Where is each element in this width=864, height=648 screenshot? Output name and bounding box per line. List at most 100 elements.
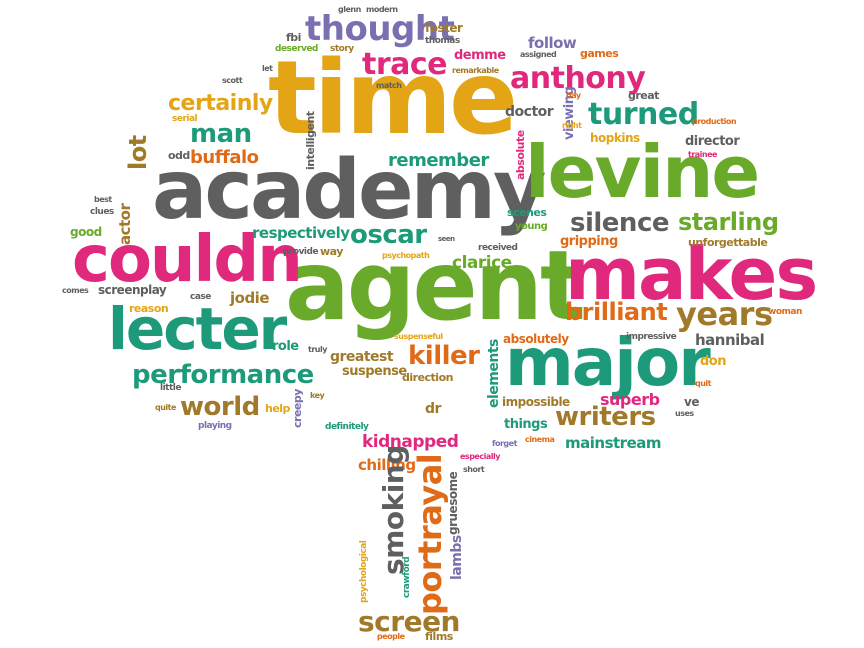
word-let: let <box>262 64 273 73</box>
word-scenes: scenes <box>507 206 547 219</box>
word-provide: provide <box>283 247 319 257</box>
word-help: help <box>265 402 290 415</box>
word-time: time <box>268 39 518 158</box>
word-role: role <box>272 339 299 354</box>
word-unforgettable: unforgettable <box>688 236 768 249</box>
word-turned: turned <box>588 97 699 132</box>
word-oscar: oscar <box>350 220 427 250</box>
word-doctor: doctor <box>505 104 554 120</box>
word-academy: academy <box>152 143 546 238</box>
word-match: match <box>376 81 402 90</box>
word-killer: killer <box>408 341 480 371</box>
word-received: received <box>478 243 518 253</box>
word-respectively: respectively <box>252 224 350 242</box>
word-games: games <box>580 47 619 60</box>
word-silence: silence <box>570 208 670 238</box>
word-certainly: certainly <box>168 91 273 116</box>
word-lecter: lecter <box>108 295 287 363</box>
word-remarkable: remarkable <box>452 66 499 75</box>
word-crawford: crawford <box>402 556 412 598</box>
word-absolute: absolute <box>514 130 527 180</box>
word-scott: scott <box>222 76 243 85</box>
word-serial: serial <box>172 114 198 124</box>
word-suspenseful: suspenseful <box>394 332 443 341</box>
word-key: key <box>310 391 325 400</box>
word-direction: direction <box>402 371 453 384</box>
word-intelligent: intelligent <box>304 111 317 170</box>
word-especially: especially <box>460 452 500 461</box>
word-thought: thought <box>305 9 455 49</box>
word-screenplay: screenplay <box>98 283 167 297</box>
word-couldn: couldn <box>72 223 303 297</box>
word-clarice: clarice <box>452 253 512 273</box>
word-way: way <box>320 245 343 258</box>
word-hopkins: hopkins <box>590 131 640 145</box>
word-portrayal: portrayal <box>411 453 449 615</box>
word-definitely: definitely <box>325 422 369 432</box>
word-mainstream: mainstream <box>565 434 662 452</box>
word-performance: performance <box>132 360 314 390</box>
word-absolutely: absolutely <box>503 332 569 346</box>
word-remember: remember <box>388 150 489 171</box>
word-hannibal: hannibal <box>695 331 765 349</box>
word-trainee: trainee <box>688 150 717 159</box>
word-gripping: gripping <box>560 234 618 249</box>
word-smoking: smoking <box>377 445 410 575</box>
word-superb: superb <box>600 390 660 409</box>
word-brilliant: brilliant <box>565 298 668 326</box>
word-greatest: greatest <box>330 349 394 365</box>
word-fbi: fbi <box>286 31 301 44</box>
word-films: films <box>425 630 453 643</box>
word-great: great <box>628 89 659 102</box>
word-levine: levine <box>525 130 760 214</box>
word-foster: foster <box>425 21 463 35</box>
word-dr: dr <box>425 401 441 417</box>
word-years: years <box>676 295 773 333</box>
word-chilling: chilling <box>358 456 416 474</box>
word-trace: trace <box>362 47 448 82</box>
word-lot: lot <box>124 135 152 170</box>
word-assigned: assigned <box>520 50 557 59</box>
word-case: case <box>190 292 211 302</box>
word-reason: reason <box>129 302 169 315</box>
word-good: good <box>70 225 102 239</box>
word-screen: screen <box>358 605 461 638</box>
word-forget: forget <box>492 439 517 448</box>
word-ve: ve <box>684 395 699 409</box>
word-don: don <box>700 354 727 369</box>
word-deserved: deserved <box>275 44 318 54</box>
word-psychopath: psychopath <box>382 251 430 260</box>
word-quite: quite <box>155 403 176 412</box>
word-gruesome: gruesome <box>446 471 460 535</box>
word-clues: clues <box>90 207 114 217</box>
word-suspense: suspense <box>342 364 407 379</box>
word-anthony: anthony <box>510 61 646 96</box>
word-things: things <box>504 417 548 432</box>
word-comes: comes <box>62 286 89 295</box>
word-psychological: psychological <box>359 540 369 603</box>
word-glenn: glenn <box>338 5 361 14</box>
word-modern: modern <box>366 5 398 14</box>
word-elements: elements <box>486 339 502 408</box>
word-odd: odd <box>168 149 190 162</box>
word-seen: seen <box>438 235 455 243</box>
word-people: people <box>377 632 405 641</box>
word-demme: demme <box>454 48 506 63</box>
word-creepy: creepy <box>291 389 304 428</box>
word-best: best <box>94 195 112 204</box>
word-right: right <box>562 121 582 130</box>
word-truly: truly <box>308 345 327 354</box>
word-writers: writers <box>555 402 656 432</box>
word-cinema: cinema <box>525 435 555 444</box>
word-young: young <box>515 221 548 232</box>
word-day: day <box>566 91 581 100</box>
word-story: story <box>330 44 354 54</box>
word-agent: agent <box>285 230 586 342</box>
word-actor: actor <box>116 203 134 245</box>
word-woman: woman <box>768 307 802 317</box>
word-lambs: lambs <box>449 535 465 580</box>
word-kidnapped: kidnapped <box>362 432 459 452</box>
word-impressive: impressive <box>626 332 677 342</box>
word-director: director <box>685 134 740 149</box>
